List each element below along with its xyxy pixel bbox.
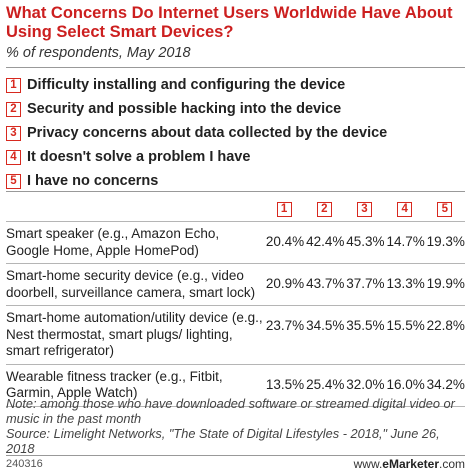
legend-number-5: 5 xyxy=(6,173,21,189)
legend-label-2: Security and possible hacking into the d… xyxy=(27,101,342,117)
column-number-5: 5 xyxy=(437,201,453,217)
table-cell: 32.0% xyxy=(346,376,385,392)
table-row: Smart speaker (e.g., Amazon Echo, Google… xyxy=(6,221,465,263)
chart-subtitle: % of respondents, May 2018 xyxy=(6,45,191,61)
table-cell: 19.3% xyxy=(426,234,465,249)
legend-number-1: 1 xyxy=(6,77,21,93)
chart-title: What Concerns Do Internet Users Worldwid… xyxy=(6,4,453,41)
legend-number-3: 3 xyxy=(6,125,21,141)
legend-item-4: 4 It doesn't solve a problem I have xyxy=(6,145,387,169)
table-cell: 13.3% xyxy=(386,276,425,291)
footer-divider xyxy=(6,455,465,456)
legend-item-1: 1 Difficulty installing and configuring … xyxy=(6,73,387,97)
table-cell: 23.7% xyxy=(265,318,305,333)
row-label: Smart-home automation/utility device (e.… xyxy=(6,310,263,358)
table-cell: 14.7% xyxy=(386,234,425,249)
legend: 1 Difficulty installing and configuring … xyxy=(6,73,387,193)
table-cell: 16.0% xyxy=(386,376,425,392)
legend-item-5: 5 I have no concerns xyxy=(6,169,387,193)
table-cell: 34.2% xyxy=(426,376,465,392)
data-table: 1 2 3 4 5 Smart speaker (e.g., Amazon Ec… xyxy=(6,197,465,407)
divider xyxy=(6,191,465,192)
table-cell: 35.5% xyxy=(346,318,385,333)
divider xyxy=(6,67,465,68)
table-header: 1 2 3 4 5 xyxy=(6,197,465,221)
table-cell: 25.4% xyxy=(306,376,345,392)
footnote: Note: among those who have downloaded so… xyxy=(6,396,466,456)
table-cell: 43.7% xyxy=(306,276,345,291)
table-cell: 20.4% xyxy=(265,234,305,249)
note-text: Note: among those who have downloaded so… xyxy=(6,396,455,426)
column-header-2: 2 xyxy=(304,201,344,217)
source-text: Source: Limelight Networks, "The State o… xyxy=(6,426,440,456)
column-number-4: 4 xyxy=(397,201,413,217)
table-row: Smart-home security device (e.g., video … xyxy=(6,263,465,305)
row-label: Wearable fitness tracker (e.g., Fitbit, … xyxy=(6,368,223,401)
table-cell: 20.9% xyxy=(265,276,305,291)
table-cell: 34.5% xyxy=(306,318,345,333)
brand-logo: www.eMarketer.com xyxy=(354,457,465,471)
column-number-3: 3 xyxy=(356,201,372,217)
column-header-3: 3 xyxy=(344,201,384,217)
legend-item-3: 3 Privacy concerns about data collected … xyxy=(6,121,387,145)
table-row: Smart-home automation/utility device (e.… xyxy=(6,305,465,364)
legend-item-2: 2 Security and possible hacking into the… xyxy=(6,97,387,121)
table-bottom-rule xyxy=(6,405,465,407)
column-header-1: 1 xyxy=(264,201,304,217)
column-number-2: 2 xyxy=(316,201,332,217)
column-header-5: 5 xyxy=(425,201,465,217)
brand-name: eMarketer xyxy=(382,457,439,471)
table-cell: 22.8% xyxy=(426,318,465,333)
legend-label-3: Privacy concerns about data collected by… xyxy=(27,125,388,141)
column-number-1: 1 xyxy=(276,201,292,217)
legend-label-5: I have no concerns xyxy=(27,173,159,189)
legend-number-2: 2 xyxy=(6,101,21,117)
table-row: Wearable fitness tracker (e.g., Fitbit, … xyxy=(6,363,465,406)
table-cell: 19.9% xyxy=(426,276,465,291)
table-cell: 37.7% xyxy=(346,276,385,291)
row-label: Smart-home security device (e.g., video … xyxy=(6,268,256,300)
column-header-4: 4 xyxy=(385,201,425,217)
legend-number-4: 4 xyxy=(6,149,21,165)
row-label: Smart speaker (e.g., Amazon Echo, Google… xyxy=(6,226,220,258)
table-cell: 42.4% xyxy=(306,234,345,249)
table-cell: 45.3% xyxy=(346,234,385,249)
table-cell: 15.5% xyxy=(386,318,425,333)
legend-label-1: Difficulty installing and configuring th… xyxy=(27,77,346,93)
legend-label-4: It doesn't solve a problem I have xyxy=(27,149,251,165)
chart-id: 240316 xyxy=(6,458,43,470)
brand-suffix: .com xyxy=(438,457,465,471)
table-cell: 13.5% xyxy=(265,376,305,392)
brand-prefix: www. xyxy=(353,457,383,471)
